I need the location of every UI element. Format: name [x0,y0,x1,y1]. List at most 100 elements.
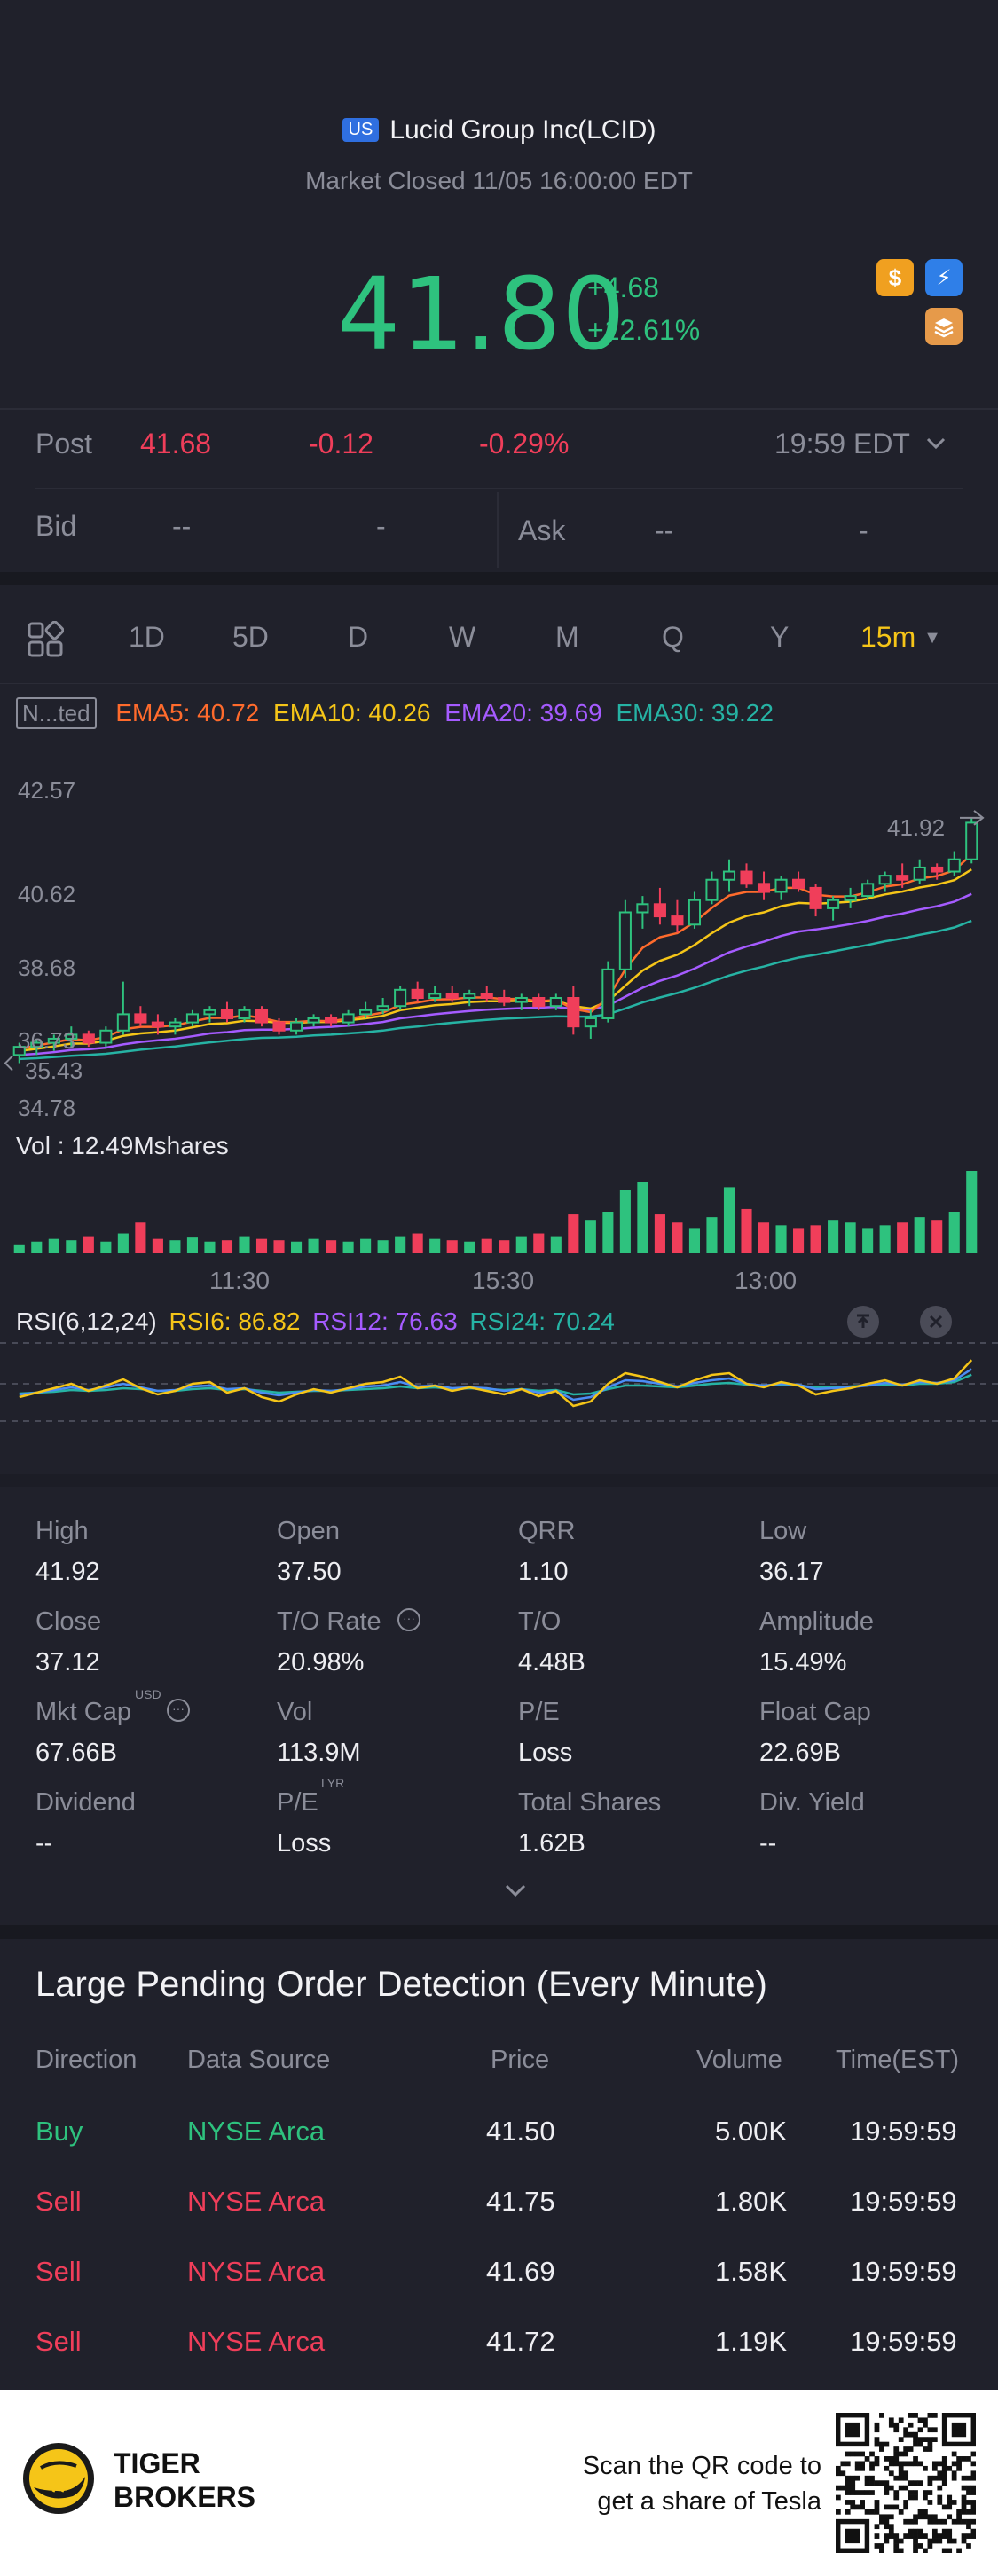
bid-size: - [376,510,386,542]
lightning-icon[interactable]: ⚡ [925,259,963,296]
x-tick: 11:30 [209,1267,270,1294]
stat-label: P/E [277,1788,318,1817]
qr-module [888,2461,894,2467]
qr-module [966,2456,971,2462]
volume-bar [706,1217,718,1253]
info-icon[interactable]: ··· [167,1699,190,1722]
qr-module [937,2533,943,2539]
market-status: Market Closed 11/05 16:00:00 EDT [305,167,693,194]
tab-m[interactable]: M [555,621,579,653]
stat-value: Loss [518,1739,573,1767]
qr-module [931,2528,938,2534]
qr-module [927,2514,933,2520]
post-time: 19:59 EDT [774,428,910,459]
qr-module [845,2509,851,2515]
section-gap [0,572,998,585]
qr-module [879,2413,884,2418]
qr-module [898,2437,904,2442]
volume-bar [446,1240,458,1253]
qr-module [840,2470,846,2477]
qr-module [869,2480,875,2486]
qr-module [860,2465,865,2471]
candle-body [498,996,511,1003]
price-change: +4.68 [587,271,659,303]
qr-module [884,2456,890,2462]
expand-chevron-icon[interactable] [501,1881,530,1900]
volume-bar [862,1228,874,1253]
grid-layout-icon[interactable] [27,620,65,663]
qr-code [836,2413,976,2553]
pin-top-icon[interactable] [847,1306,879,1338]
candle-body [567,996,580,1028]
tab-1d[interactable]: 1D [129,621,165,653]
qr-module [869,2461,875,2467]
tab-5d[interactable]: 5D [232,621,269,653]
info-icon[interactable]: ··· [397,1608,420,1631]
close-icon[interactable] [920,1306,952,1338]
tab-15m[interactable]: 15m ▼ [860,621,941,654]
tab-d[interactable]: D [348,621,369,653]
qr-module [888,2504,894,2510]
volume-bar [637,1182,648,1253]
qr-module [917,2441,923,2447]
qr-module [927,2538,933,2544]
qr-module [869,2509,875,2515]
tab-y[interactable]: Y [770,621,790,653]
qr-module [970,2451,976,2457]
qr-module [908,2533,914,2539]
volume-bar [688,1228,701,1253]
qr-module [941,2456,947,2462]
qr-module [850,2480,856,2486]
qr-module [917,2437,923,2442]
qr-module [836,2470,841,2477]
order-direction: Sell [35,2186,82,2217]
qr-module [879,2548,884,2553]
qr-module [850,2504,856,2510]
qr-module [923,2490,928,2495]
qr-module [961,2518,967,2525]
dollar-icon[interactable]: $ [876,259,914,296]
qr-module [903,2533,909,2539]
volume-bar [897,1222,908,1253]
indicator-tag[interactable]: N...ted [16,697,97,729]
qr-module [903,2431,909,2438]
volume-bar [931,1220,943,1253]
candle-body [65,1033,78,1040]
tab-q[interactable]: Q [662,621,684,653]
volume-bar [221,1240,233,1253]
qr-module [874,2461,880,2467]
qr-module [961,2500,967,2505]
qr-module [927,2490,933,2495]
order-volume: 5.00K [714,2116,787,2147]
volume-bar [793,1228,805,1253]
order-price: 41.72 [486,2326,555,2357]
price-chart[interactable] [0,745,998,1437]
post-time-dropdown[interactable]: 19:59 EDT [774,428,947,460]
rsi12-value: RSI12: 76.63 [312,1308,458,1335]
section-gap [0,1474,998,1487]
ema20-value: EMA20: 39.69 [444,699,602,726]
candle-body [30,1041,43,1048]
qr-module [888,2422,894,2428]
qr-module [884,2504,890,2510]
tab-w[interactable]: W [449,621,476,653]
qr-module [941,2461,947,2467]
qr-module [893,2538,900,2544]
qr-module [850,2485,856,2491]
qr-module [893,2427,900,2433]
volume-bar [48,1238,59,1253]
qr-module [840,2461,846,2467]
volume-bar [360,1238,372,1253]
qr-module [888,2514,894,2520]
stack-icon[interactable] [925,308,963,345]
qr-module [956,2518,962,2525]
qr-module [927,2427,933,2433]
qr-module [898,2538,904,2544]
candle-body [342,1013,355,1024]
candle-body [238,1009,251,1019]
qr-module [845,2475,851,2481]
qr-module [903,2461,909,2467]
candle-body [428,993,442,999]
qr-module [931,2461,938,2467]
qr-module [860,2504,865,2510]
